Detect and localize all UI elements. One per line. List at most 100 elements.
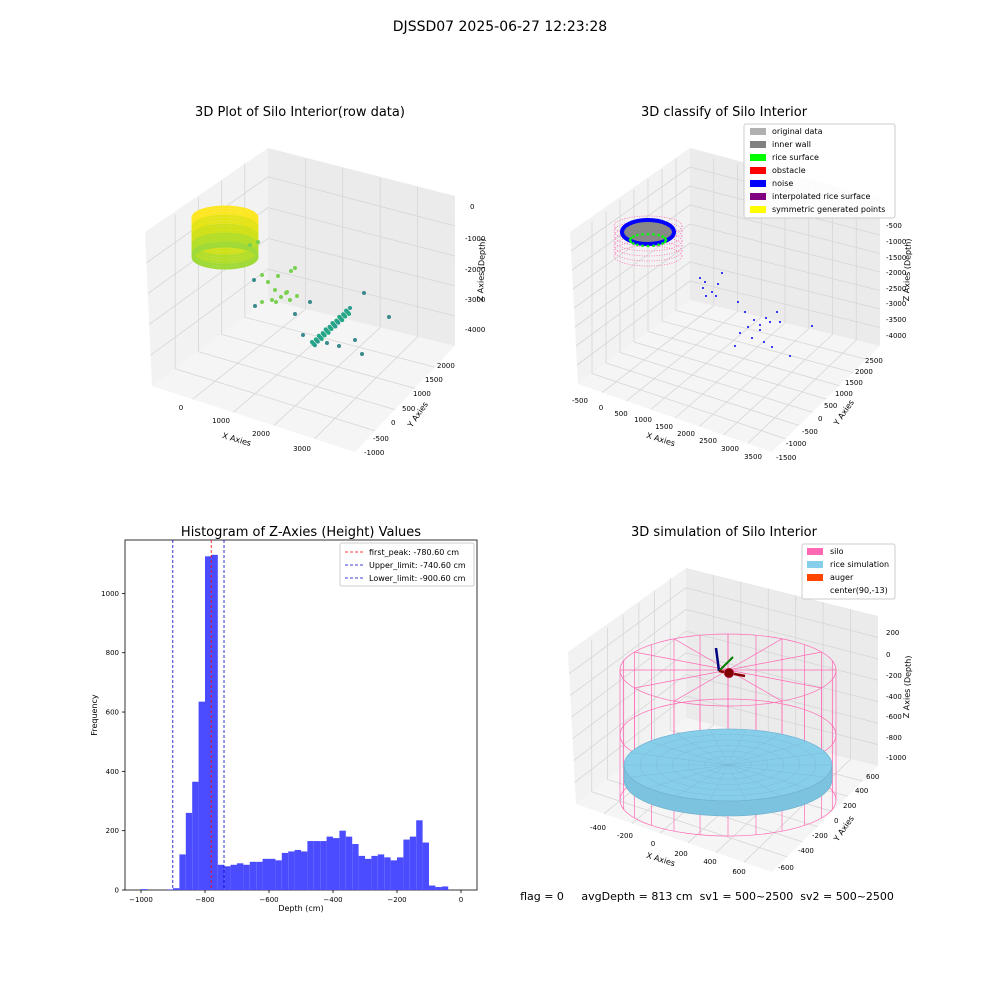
histogram-bar bbox=[275, 860, 282, 890]
panel4-z-tick: -1000 bbox=[886, 754, 906, 762]
grid-line bbox=[743, 758, 851, 863]
panel1-z-tick: -4000 bbox=[465, 326, 485, 334]
grid-line bbox=[723, 334, 833, 436]
raw-point bbox=[347, 311, 352, 316]
panel2-x-tick: 3500 bbox=[744, 453, 762, 461]
grid-line bbox=[568, 587, 687, 675]
panel4-zlabel: Z Axies (Depth) bbox=[902, 655, 913, 718]
raw-point-ring bbox=[191, 244, 259, 270]
grid-line bbox=[675, 310, 867, 360]
legend-label-rice-sim: rice simulation bbox=[830, 560, 889, 569]
histogram-bar bbox=[243, 864, 250, 890]
histogram-bar bbox=[352, 844, 359, 890]
legend-label-interpolated: interpolated rice surface bbox=[772, 192, 870, 201]
histogram-bar bbox=[358, 855, 365, 890]
classify-symmetric-ring bbox=[613, 220, 683, 242]
histogram-bar bbox=[320, 841, 327, 890]
grid-line bbox=[570, 609, 687, 696]
silo-wire bbox=[727, 669, 822, 689]
histogram-bar bbox=[435, 887, 442, 890]
classify-noise-point bbox=[715, 295, 717, 297]
silo-wire bbox=[727, 638, 783, 671]
histogram-y-tick-label: 400 bbox=[106, 768, 119, 776]
rice-surface-mesh bbox=[727, 733, 781, 766]
panel2-y-tick: 2000 bbox=[855, 368, 873, 376]
legend-swatch-inner-wall bbox=[750, 141, 766, 148]
legend-swatch-obstacle bbox=[750, 167, 766, 174]
panel2-z-tick: -2000 bbox=[886, 269, 906, 277]
panel2-x-tick: 2000 bbox=[677, 430, 695, 438]
classify-noise-point bbox=[747, 326, 749, 328]
grid-line bbox=[175, 368, 376, 432]
panel2-x-tick: 500 bbox=[614, 410, 627, 418]
histogram-bar bbox=[390, 860, 397, 890]
legend-label-symmetric: symmetric generated points bbox=[772, 205, 885, 214]
classify-symmetric-ring bbox=[613, 215, 683, 237]
panel4-x-tick: 0 bbox=[651, 840, 655, 848]
panel4-y-tick: -200 bbox=[812, 832, 828, 840]
rice-surface-mesh bbox=[727, 752, 826, 766]
panel2-z-tick: -4000 bbox=[886, 332, 906, 340]
classify-noise-point bbox=[753, 319, 755, 321]
panel1-z-tick: -1000 bbox=[465, 235, 485, 243]
panel4-box bbox=[568, 568, 879, 872]
panel2-x-tick: -500 bbox=[572, 397, 588, 405]
legend-label-inner-wall: inner wall bbox=[772, 140, 811, 149]
panel1-x-ticks: 0 1000 2000 3000 bbox=[179, 404, 311, 453]
histogram-bar bbox=[403, 839, 410, 890]
classify-noise-point bbox=[759, 324, 761, 326]
panel4-y-tick: -400 bbox=[798, 847, 814, 855]
classify-rice-point bbox=[636, 233, 639, 237]
panel2-xlabel: X Axies bbox=[645, 431, 676, 448]
classify-rice-point bbox=[641, 244, 644, 248]
panel2-x-tick: 3000 bbox=[721, 445, 739, 453]
panel4-legend: silo rice simulation auger center(90,-13… bbox=[801, 543, 896, 600]
panel4-y-tick: 400 bbox=[855, 787, 868, 795]
histogram-bar bbox=[313, 841, 321, 890]
raw-point bbox=[279, 295, 283, 299]
classify-rice-point bbox=[657, 243, 660, 247]
raw-point bbox=[348, 306, 352, 310]
histogram-y-tick-label: 1000 bbox=[101, 590, 119, 598]
classify-rice-point bbox=[661, 235, 664, 238]
histogram-bar bbox=[249, 861, 257, 890]
panel2-x-tick: 1500 bbox=[655, 423, 673, 431]
histogram-bar bbox=[256, 861, 263, 890]
panel4-z-tick: -800 bbox=[886, 734, 902, 742]
rice-surface-mesh bbox=[709, 729, 729, 766]
legend-swatch-original bbox=[750, 128, 766, 135]
rice-surface-mesh bbox=[630, 764, 729, 778]
panel2-z-tick: -1000 bbox=[886, 238, 906, 246]
panel1-y-tick: 0 bbox=[391, 419, 395, 427]
panel2-y-tick: -1500 bbox=[776, 454, 796, 462]
panel4-x-tick: 200 bbox=[674, 850, 687, 858]
panel4-y-tick: 600 bbox=[866, 773, 879, 781]
grid-line bbox=[192, 308, 306, 400]
grid-line bbox=[273, 327, 381, 426]
raw-point bbox=[322, 333, 327, 338]
histogram-bar bbox=[179, 854, 186, 890]
classify-noise-point bbox=[721, 272, 723, 274]
panel4-x-tick: -400 bbox=[590, 824, 606, 832]
classify-noise-point bbox=[711, 291, 713, 293]
panel1-y-tick: 2000 bbox=[437, 362, 455, 370]
silo-wire bbox=[673, 669, 729, 702]
panel2-grid bbox=[570, 157, 881, 444]
raw-point bbox=[274, 300, 278, 304]
histogram-y-tick-label: 200 bbox=[106, 827, 119, 835]
panel2-x-tick: 1000 bbox=[634, 416, 652, 424]
grid-line bbox=[570, 166, 691, 252]
classify-symmetric-ring bbox=[613, 235, 683, 257]
classify-rice-point bbox=[629, 236, 633, 240]
panel1-x-tick: 0 bbox=[179, 404, 183, 412]
histogram-bar bbox=[339, 830, 346, 890]
classify-rice-point bbox=[646, 232, 650, 236]
panel2-z-tick: -3000 bbox=[886, 300, 906, 308]
classify-noise-point bbox=[737, 301, 739, 303]
raw-point bbox=[289, 269, 293, 273]
rice-surface-mesh bbox=[727, 764, 808, 789]
grid-line bbox=[572, 652, 687, 740]
raw-point bbox=[308, 300, 312, 304]
panel4-x-tick: -200 bbox=[617, 832, 633, 840]
